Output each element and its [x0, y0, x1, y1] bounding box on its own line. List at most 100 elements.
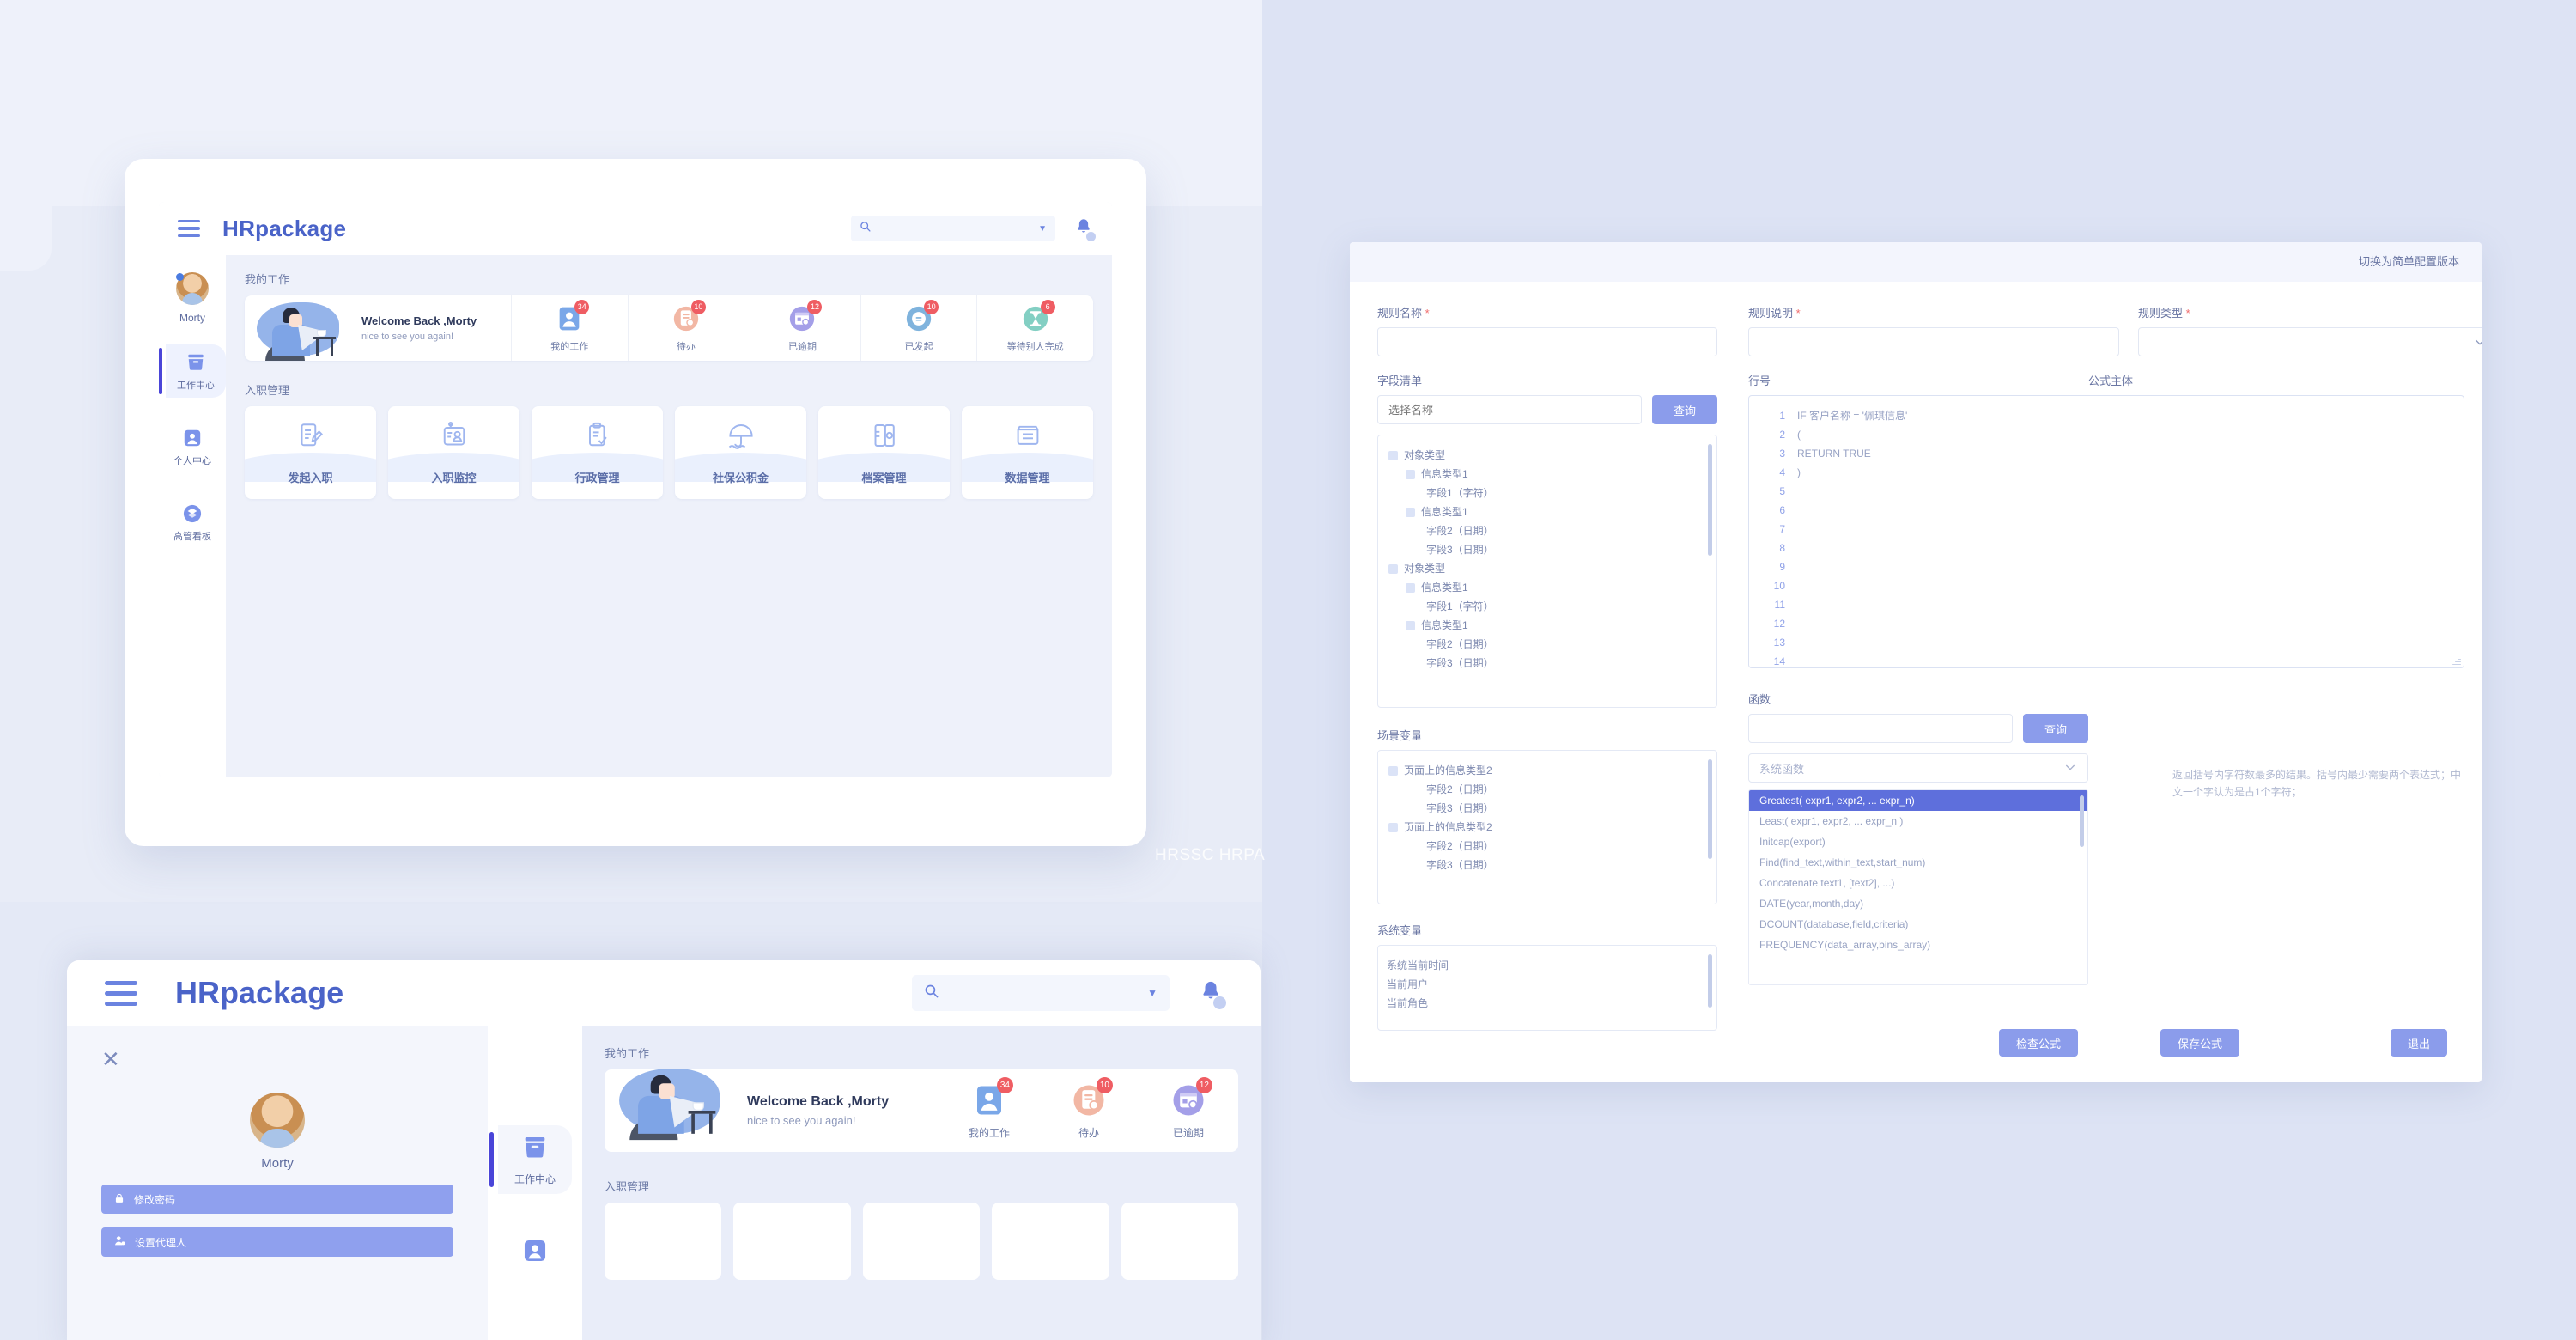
- resize-handle[interactable]: [2452, 656, 2461, 665]
- tile-archive-management[interactable]: 档案管理: [818, 406, 950, 499]
- list-item[interactable]: 当前角色: [1387, 997, 1429, 1009]
- tree-node[interactable]: 字段3（日期）: [1387, 540, 1708, 559]
- function-list-item[interactable]: Greatest( expr1, expr2, ... expr_n): [1749, 790, 2087, 811]
- function-category-select[interactable]: 系统函数: [1748, 753, 2088, 783]
- tree-node[interactable]: 字段1（字符）: [1387, 484, 1708, 502]
- list-item[interactable]: 系统当前时间: [1387, 959, 1449, 971]
- function-list[interactable]: Greatest( expr1, expr2, ... expr_n) Leas…: [1748, 789, 2088, 985]
- stat-item-todo[interactable]: 10 待办: [1039, 1069, 1139, 1152]
- tree-toggle-icon[interactable]: [1406, 469, 1415, 479]
- stat-item-overdue[interactable]: 12 已逾期: [1139, 1069, 1238, 1152]
- search-input[interactable]: [878, 222, 1032, 234]
- scene-vars-tree[interactable]: 页面上的信息类型2 字段2（日期） 字段3（日期） 页面上的信息类型2 字段2（…: [1377, 750, 1717, 904]
- global-search[interactable]: ▼: [851, 216, 1055, 241]
- rule-name-input[interactable]: [1377, 327, 1717, 356]
- stat-item-my-work[interactable]: 34 我的工作: [939, 1069, 1039, 1152]
- notification-bell-button[interactable]: [1074, 217, 1096, 241]
- function-list-item[interactable]: FREQUENCY(data_array,bins_array): [1759, 939, 1931, 951]
- scrollbar-thumb[interactable]: [1708, 759, 1712, 859]
- sidebar-item-personal-center[interactable]: [498, 1218, 572, 1287]
- tree-toggle-icon[interactable]: [1388, 822, 1398, 832]
- tile-data-management[interactable]: 数据管理: [962, 406, 1093, 499]
- switch-to-simple-mode-link[interactable]: 切换为简单配置版本: [2358, 253, 2459, 271]
- save-formula-button[interactable]: 保存公式: [2160, 1029, 2239, 1057]
- stat-item-todo[interactable]: 10 待办: [627, 295, 744, 361]
- system-vars-list[interactable]: 系统当前时间 当前用户 当前角色: [1377, 945, 1717, 1031]
- tile-placeholder[interactable]: [862, 1203, 981, 1280]
- function-list-item[interactable]: Concatenate text1, [text2], ...): [1759, 877, 1895, 889]
- tile-placeholder[interactable]: [733, 1203, 851, 1280]
- function-list-item[interactable]: DCOUNT(database,field,criteria): [1759, 918, 1909, 930]
- check-formula-button[interactable]: 检查公式: [1998, 1029, 2078, 1057]
- sidebar-item-work-center[interactable]: 工作中心: [159, 344, 226, 398]
- function-list-item[interactable]: Initcap(export): [1759, 836, 1826, 848]
- formula-code-editor[interactable]: 1 2 3 4 5 6 7 8 9 10 11 12 13: [1748, 395, 2464, 668]
- tree-toggle-icon[interactable]: [1406, 507, 1415, 517]
- tree-node[interactable]: 页面上的信息类型2: [1387, 761, 1708, 780]
- code-content[interactable]: IF 客户名称 = '佩琪信息' ( RETURN TRUE ): [1797, 406, 1907, 657]
- tree-node[interactable]: 信息类型1: [1387, 502, 1708, 521]
- tree-node[interactable]: 字段2（日期）: [1387, 780, 1708, 799]
- tree-node[interactable]: 字段2（日期）: [1387, 635, 1708, 654]
- chevron-down-icon[interactable]: ▼: [1038, 223, 1047, 234]
- tree-node[interactable]: 字段1（字符）: [1387, 597, 1708, 616]
- function-list-item[interactable]: Least( expr1, expr2, ... expr_n ): [1759, 815, 1904, 827]
- function-search-input[interactable]: [1748, 714, 2013, 743]
- menu-hamburger-icon[interactable]: [178, 219, 200, 238]
- rule-type-select[interactable]: [2138, 327, 2482, 356]
- tile-onboarding-monitor[interactable]: 入职监控: [388, 406, 519, 499]
- function-list-item[interactable]: DATE(year,month,day): [1759, 898, 1864, 910]
- exit-button[interactable]: 退出: [2390, 1029, 2447, 1057]
- field-list-query-button[interactable]: 查询: [1652, 395, 1717, 424]
- sidebar-item-exec-dashboard[interactable]: 高管看板: [166, 496, 219, 549]
- close-icon[interactable]: ✕: [101, 1046, 120, 1072]
- stat-item-waiting-others[interactable]: 6 等待别人完成: [976, 295, 1093, 361]
- tree-toggle-icon[interactable]: [1388, 563, 1398, 574]
- stat-item-initiated[interactable]: 10 已发起: [860, 295, 977, 361]
- avatar[interactable]: [250, 1093, 305, 1148]
- sidebar-item-work-center[interactable]: 工作中心: [489, 1125, 572, 1194]
- set-delegate-button[interactable]: 设置代理人: [101, 1227, 453, 1257]
- function-list-item[interactable]: Find(find_text,within_text,start_num): [1759, 856, 1926, 868]
- notification-bell-button[interactable]: [1199, 979, 1226, 1009]
- tree-node[interactable]: 字段3（日期）: [1387, 654, 1708, 673]
- tile-placeholder[interactable]: [992, 1203, 1109, 1280]
- global-search[interactable]: ▼: [912, 975, 1170, 1011]
- tile-social-insurance[interactable]: 社保公积金: [675, 406, 806, 499]
- tree-node[interactable]: 信息类型1: [1387, 616, 1708, 635]
- tree-toggle-icon[interactable]: [1406, 620, 1415, 630]
- list-item[interactable]: 当前用户: [1387, 978, 1429, 990]
- tile-placeholder[interactable]: [1121, 1203, 1239, 1280]
- tile-placeholder[interactable]: [605, 1203, 722, 1280]
- sidebar-item-personal-center[interactable]: 个人中心: [166, 420, 219, 473]
- stat-item-my-work[interactable]: 34 我的工作: [511, 295, 628, 361]
- tree-node[interactable]: 字段2（日期）: [1387, 837, 1708, 856]
- rule-type-input[interactable]: [2138, 327, 2482, 356]
- search-input[interactable]: [948, 985, 1139, 1001]
- field-list-tree[interactable]: 对象类型 信息类型1 字段1（字符） 信息类型1 字段2（日期） 字段3（日期）…: [1377, 435, 1717, 708]
- change-password-button[interactable]: 修改密码: [101, 1185, 453, 1214]
- tree-node[interactable]: 字段3（日期）: [1387, 799, 1708, 818]
- menu-hamburger-icon[interactable]: [105, 980, 137, 1006]
- tree-toggle-icon[interactable]: [1388, 765, 1398, 776]
- avatar[interactable]: [176, 272, 209, 305]
- stat-item-overdue[interactable]: 12 已逾期: [744, 295, 860, 361]
- scrollbar-thumb[interactable]: [2080, 795, 2084, 847]
- tree-node[interactable]: 页面上的信息类型2: [1387, 818, 1708, 837]
- tree-node[interactable]: 对象类型: [1387, 559, 1708, 578]
- tile-admin-management[interactable]: 行政管理: [532, 406, 663, 499]
- tree-toggle-icon[interactable]: [1406, 582, 1415, 593]
- tree-node[interactable]: 对象类型: [1387, 446, 1708, 465]
- tree-node[interactable]: 字段2（日期）: [1387, 521, 1708, 540]
- tree-node[interactable]: 字段3（日期）: [1387, 856, 1708, 874]
- field-list-search-input[interactable]: [1377, 395, 1642, 424]
- function-query-button[interactable]: 查询: [2023, 714, 2088, 743]
- rule-desc-input[interactable]: [1748, 327, 2119, 356]
- tree-node[interactable]: 信息类型1: [1387, 465, 1708, 484]
- tile-initiate-onboarding[interactable]: 发起入职: [245, 406, 376, 499]
- tree-node[interactable]: 信息类型1: [1387, 578, 1708, 597]
- tree-toggle-icon[interactable]: [1388, 450, 1398, 460]
- scrollbar-thumb[interactable]: [1708, 444, 1712, 556]
- scrollbar-thumb[interactable]: [1708, 954, 1712, 1008]
- chevron-down-icon[interactable]: ▼: [1147, 987, 1157, 999]
